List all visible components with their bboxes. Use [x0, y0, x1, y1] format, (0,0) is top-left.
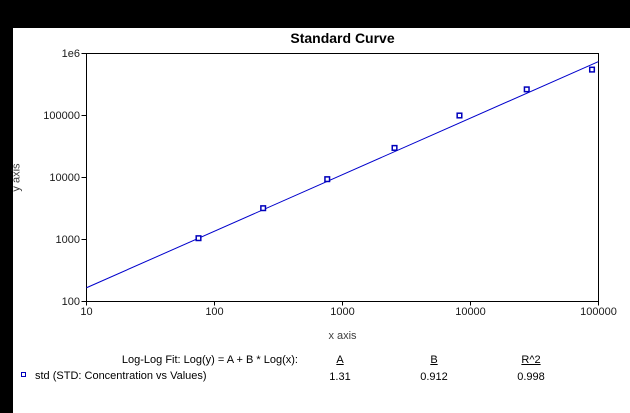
x-tick-label: 100	[205, 306, 224, 318]
x-tick-label: 100000	[580, 306, 617, 318]
data-point-marker	[391, 144, 398, 151]
stat-value-b: 0.912	[420, 371, 448, 383]
legend-marker-icon	[21, 372, 26, 377]
stat-column-a: A 1.31	[307, 354, 373, 383]
chart-title: Standard Curve	[290, 30, 395, 46]
stat-column-b: B 0.912	[401, 354, 467, 383]
data-point-marker	[324, 176, 331, 183]
y-axis-title: y axis	[10, 163, 23, 192]
x-tick-label: 10000	[455, 306, 486, 318]
stat-header-r2: R^2	[521, 354, 541, 366]
y-tick-label: 10000	[49, 171, 80, 184]
x-axis-title: x axis	[328, 330, 357, 342]
stat-header-a: A	[336, 354, 344, 366]
data-point-marker	[456, 112, 463, 119]
stat-header-b: B	[430, 354, 438, 366]
plot-frame	[86, 53, 599, 302]
y-tick-label: 100	[61, 295, 80, 308]
y-tick-label: 1000	[55, 233, 80, 246]
fit-equation-label: Log-Log Fit: Log(y) = A + B * Log(x):	[121, 354, 298, 366]
data-point-marker	[588, 66, 596, 73]
stat-value-a: 1.31	[329, 371, 351, 383]
data-point-marker	[523, 86, 530, 93]
y-tick-label: 100000	[43, 109, 80, 122]
x-tick-label: 1000	[330, 306, 355, 318]
fit-line	[86, 61, 599, 289]
legend-label: std (STD: Concentration vs Values)	[35, 370, 207, 382]
data-point-marker	[195, 235, 202, 242]
y-tick-label: 1e6	[61, 47, 80, 60]
stat-column-r2: R^2 0.998	[498, 354, 564, 383]
data-point-marker	[260, 205, 267, 212]
stat-value-r2: 0.998	[517, 371, 545, 383]
x-tick-label: 10	[80, 306, 93, 318]
